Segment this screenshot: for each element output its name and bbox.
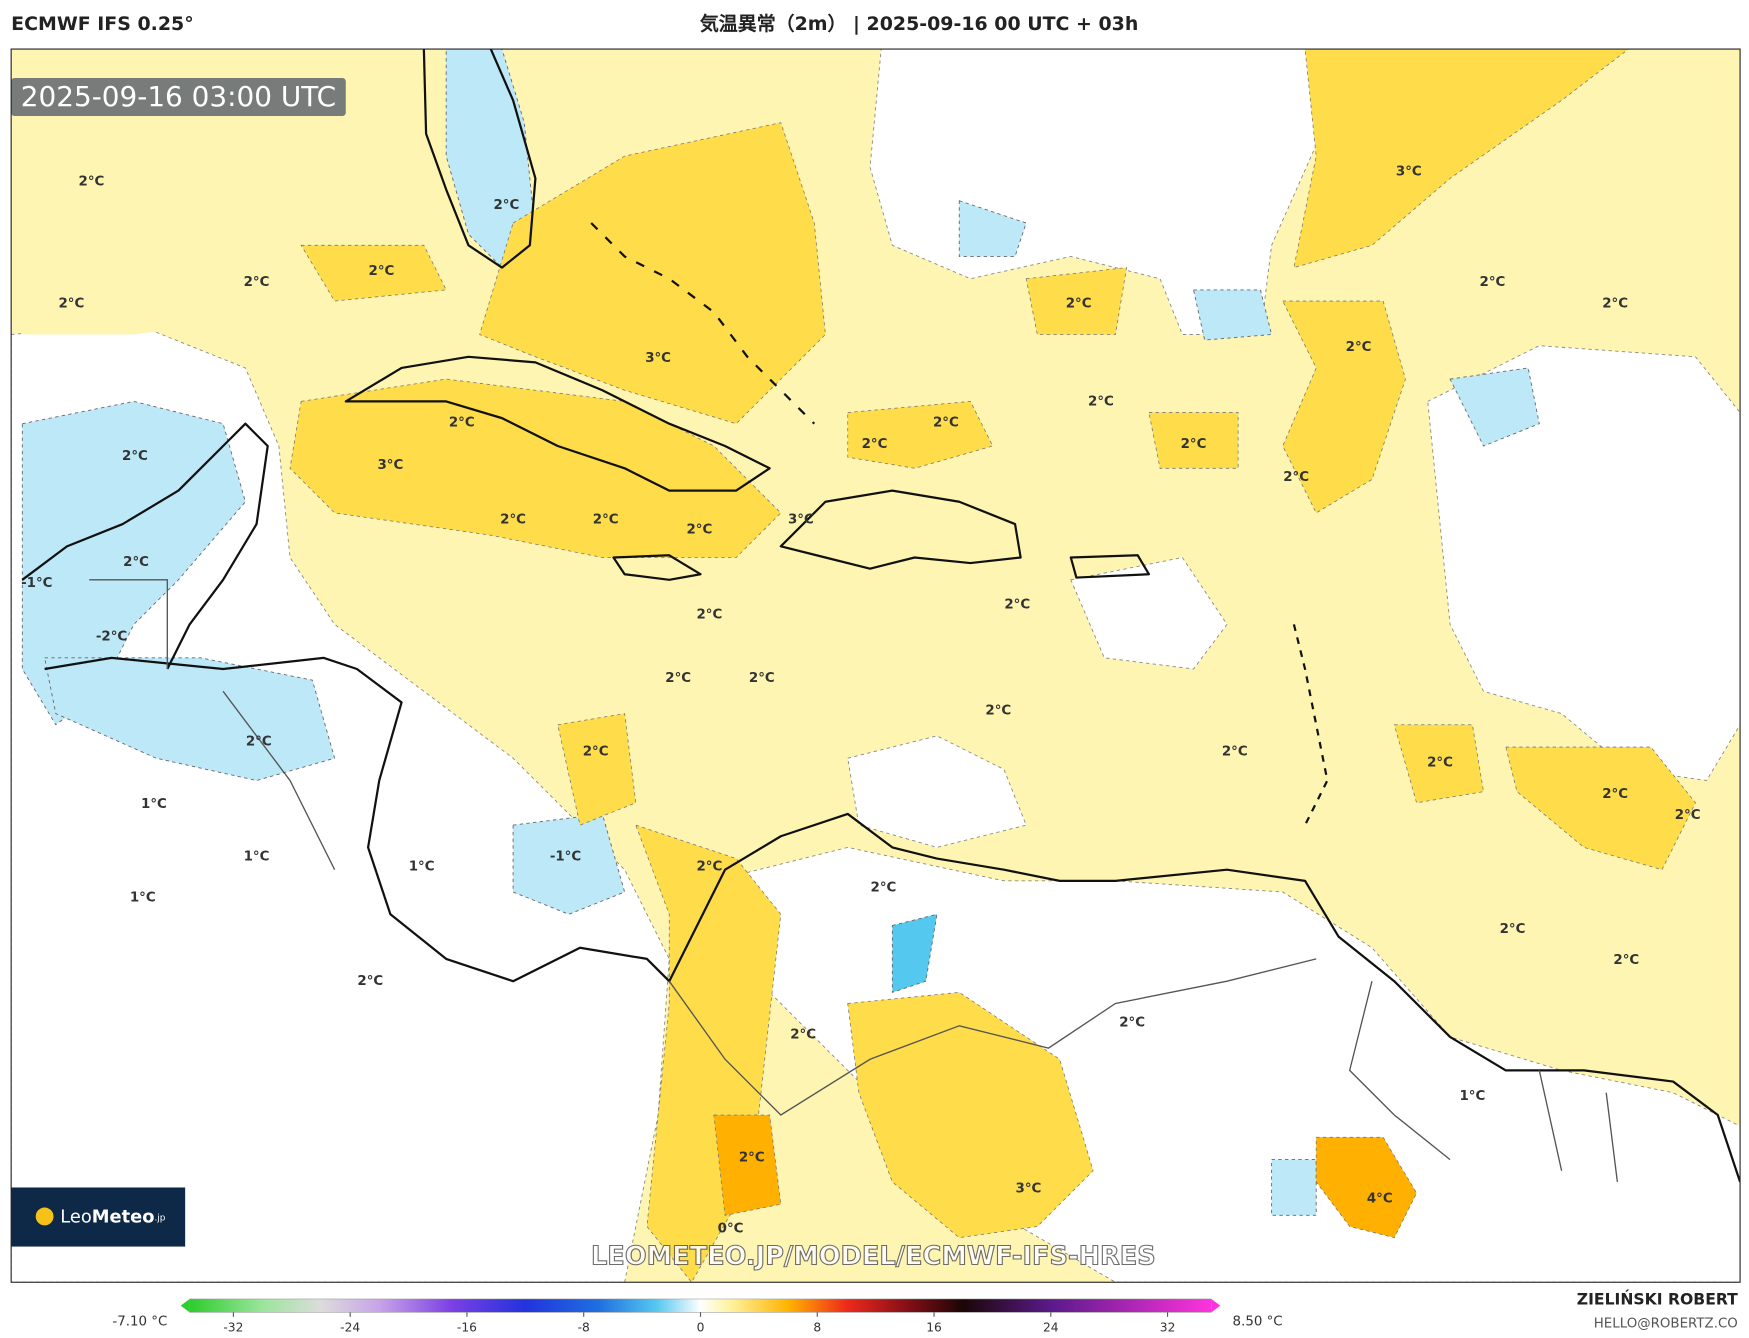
- contour-label: 2°C: [369, 264, 395, 279]
- map-frame: [10, 48, 1741, 1283]
- contour-label: 1°C: [1459, 1089, 1485, 1104]
- colorbar-tick-label: 8: [813, 1320, 821, 1334]
- colorbar-tick-label: -32: [223, 1320, 243, 1334]
- coastlines: [21, 49, 1741, 1183]
- colorbar-tick-label: -24: [340, 1320, 360, 1334]
- contour-label: 2°C: [862, 437, 888, 452]
- contour-label: -1°C: [550, 849, 581, 864]
- logo-suffix: .jp: [154, 1213, 165, 1223]
- timestamp: 2025-09-16 03:00 UTC: [21, 80, 336, 113]
- contour-label: 2°C: [933, 416, 959, 431]
- contour-label: 2°C: [871, 881, 897, 896]
- contour-label: 1°C: [130, 891, 156, 906]
- contour-label: 2°C: [1283, 470, 1309, 485]
- map: 2°C 2°C 2°C 2°C 2°C 3°C 2°C 2°C 3°C 2°C 2°C 2°C 3°C 2…: [11, 49, 1741, 1283]
- contour-label: 2°C: [79, 175, 105, 190]
- logo-name: Leo: [60, 1207, 92, 1228]
- colorbar-tick-label: -8: [578, 1320, 590, 1334]
- contour-label: 3°C: [377, 458, 403, 473]
- contour-label: 2°C: [244, 275, 270, 290]
- contour-label: 2°C: [985, 703, 1011, 718]
- contour-label: 2°C: [1500, 922, 1526, 937]
- contour-label: 2°C: [790, 1028, 816, 1043]
- contour-label: 2°C: [246, 734, 272, 749]
- contour-label: 2°C: [1427, 756, 1453, 771]
- colorbar-max-label: 8.50 °C: [1233, 1314, 1283, 1329]
- colorbar-min-label: -7.10 °C: [112, 1314, 167, 1329]
- contour-label: 0°C: [718, 1222, 744, 1237]
- map-title: 気温異常（2m） | 2025-09-16 00 UTC + 03h: [700, 12, 1138, 35]
- contour-label: 2°C: [1181, 437, 1207, 452]
- contour-label: 2°C: [1004, 597, 1030, 612]
- contour-label: 2°C: [122, 449, 148, 464]
- contour-label: 2°C: [1119, 1015, 1145, 1030]
- author: ZIELIŃSKI ROBERT: [1577, 1290, 1738, 1309]
- contour-label: -2°C: [96, 630, 127, 645]
- contour-label: -1°C: [21, 576, 52, 591]
- colorbar-high-arrow: [1211, 1298, 1221, 1313]
- colorbar-gradient: [189, 1298, 1212, 1313]
- contour-label: 2°C: [357, 974, 383, 989]
- logo-brand: Meteo: [92, 1207, 155, 1228]
- contour-label: 2°C: [749, 671, 775, 686]
- contour-label: 2°C: [500, 513, 526, 528]
- contour-label: 2°C: [123, 555, 149, 570]
- warm-anomaly: [289, 49, 1696, 1283]
- contour-label: 2°C: [1675, 808, 1701, 823]
- contour-label: 3°C: [1396, 165, 1422, 180]
- contour-label: 3°C: [645, 351, 671, 366]
- model-name: ECMWF IFS 0.25°: [11, 13, 194, 35]
- contour-label: 2°C: [583, 745, 609, 760]
- contour-label: 1°C: [141, 797, 167, 812]
- timestamp-box: [11, 78, 346, 116]
- contour-label: 2°C: [739, 1150, 765, 1165]
- contour-label: 2°C: [1602, 787, 1628, 802]
- colorbar-tick-label: 0: [697, 1320, 705, 1334]
- watermark: LEOMETEO.JP/MODEL/ECMWF-IFS-HRES: [591, 1242, 1156, 1272]
- contour-label: 2°C: [1346, 340, 1372, 355]
- contour-label: 2°C: [449, 416, 475, 431]
- contour-label: 3°C: [788, 513, 814, 528]
- contour-label: 2°C: [1066, 296, 1092, 311]
- contour-label: 2°C: [665, 671, 691, 686]
- contour-label: 2°C: [1602, 296, 1628, 311]
- contour-label: 2°C: [1480, 275, 1506, 290]
- colorbar-tick-label: -16: [457, 1320, 477, 1334]
- contour-label: 2°C: [1222, 745, 1248, 760]
- contour-label: 3°C: [1016, 1182, 1042, 1197]
- colorbar-tick-label: 16: [926, 1320, 942, 1334]
- email: HELLO@ROBERTZ.CO: [1594, 1317, 1738, 1332]
- borders: [89, 579, 1619, 1182]
- colorbar-tick-label: 32: [1160, 1320, 1176, 1334]
- contour-labels: 2°C 2°C 2°C 2°C 2°C 3°C 2°C 2°C 3°C 2°C 2°C 2°C 3°C 2…: [21, 165, 1700, 1237]
- contour-label: 2°C: [58, 296, 84, 311]
- contour-label: 4°C: [1367, 1192, 1393, 1207]
- colorbar-low-arrow: [180, 1298, 190, 1313]
- contour-label: 2°C: [686, 523, 712, 538]
- colorbar: -7.10 °C 8.50 °C -32 -24 -16 -8 0 8 16 24 32: [112, 1298, 1283, 1334]
- contour-label: 1°C: [409, 859, 435, 874]
- logo: LeoMeteo.jp: [60, 1207, 166, 1228]
- colorbar-tick-label: 24: [1043, 1320, 1059, 1334]
- contour-label: 2°C: [1613, 953, 1639, 968]
- contour-label: 1°C: [244, 849, 270, 864]
- logo-sun: [35, 1207, 54, 1226]
- contour-label: 2°C: [697, 607, 723, 622]
- contour-label: 2°C: [1088, 394, 1114, 409]
- contour-label: 2°C: [593, 513, 619, 528]
- contour-label: 2°C: [493, 198, 519, 213]
- contour-label: 2°C: [697, 859, 723, 874]
